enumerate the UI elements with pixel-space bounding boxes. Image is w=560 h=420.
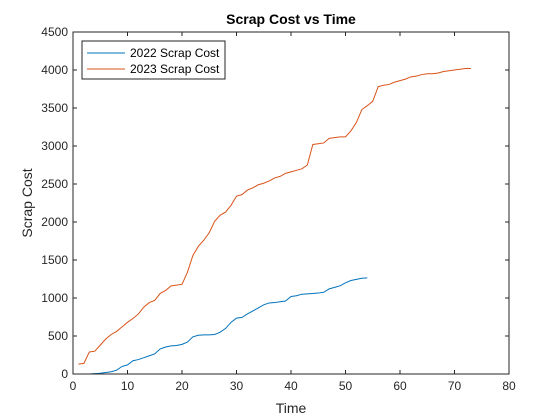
series-line-2022: [78, 277, 368, 375]
x-tick-label: 0: [70, 379, 77, 393]
series-line-2023: [78, 67, 471, 365]
legend: 2022 Scrap Cost 2023 Scrap Cost: [81, 40, 226, 80]
y-tick-label: 0: [61, 367, 68, 381]
x-tick-label: 50: [339, 379, 353, 393]
x-tick-label: 40: [284, 379, 298, 393]
series-layer: [78, 67, 471, 375]
ticks-layer: 0 10 20 30 40 50 60 70 80 0 500 1000 1500 2000 2500 300…: [41, 25, 516, 393]
plot-area: [73, 32, 509, 374]
legend-label-2023: 2023 Scrap Cost: [130, 62, 220, 76]
x-tick-label: 20: [175, 379, 189, 393]
y-tick-label: 1000: [41, 291, 68, 305]
chart-title: Scrap Cost vs Time: [226, 11, 356, 27]
y-tick-label: 1500: [41, 253, 68, 267]
y-tick-label: 4500: [41, 25, 68, 39]
x-tick-label: 70: [448, 379, 462, 393]
y-tick-label: 3500: [41, 101, 68, 115]
x-axis-label: Time: [276, 400, 307, 416]
x-tick-label: 30: [230, 379, 244, 393]
legend-label-2022: 2022 Scrap Cost: [130, 46, 220, 60]
x-tick-label: 80: [502, 379, 516, 393]
x-tick-label: 60: [393, 379, 407, 393]
y-tick-label: 500: [48, 329, 68, 343]
y-tick-label: 4000: [41, 63, 68, 77]
y-axis-label: Scrap Cost: [19, 168, 35, 237]
y-tick-label: 2000: [41, 215, 68, 229]
legend-box: [81, 40, 226, 80]
x-tick-label: 10: [121, 379, 135, 393]
y-tick-label: 2500: [41, 177, 68, 191]
y-tick-label: 3000: [41, 139, 68, 153]
